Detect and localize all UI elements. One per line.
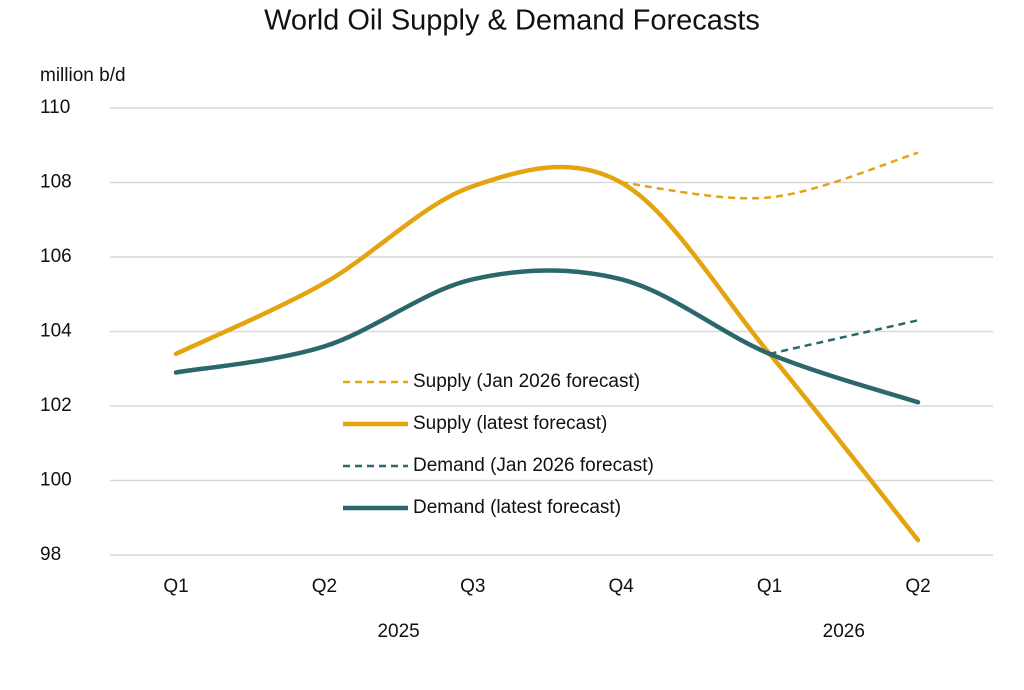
y-tick-label: 106 (40, 246, 72, 267)
legend-label: Supply (Jan 2026 forecast) (413, 371, 640, 392)
x-tick-label: Q1 (757, 576, 782, 597)
x-tick-label: Q1 (163, 576, 188, 597)
series-line (769, 319, 919, 356)
y-tick-label: 110 (40, 97, 70, 118)
series-line (173, 164, 921, 543)
y-tick-label: 108 (40, 172, 72, 193)
y-tick-label: 104 (40, 321, 72, 342)
legend: Supply (Jan 2026 forecast) Supply (latest… (343, 371, 654, 518)
chart-title: World Oil Supply & Demand Forecasts (264, 5, 760, 37)
x-tick-label: Q4 (609, 576, 635, 597)
x-group-label: 2025 (377, 621, 419, 642)
legend-label: Demand (Jan 2026 forecast) (413, 455, 654, 476)
legend-label: Demand (latest forecast) (413, 497, 621, 518)
y-tick-label: 98 (40, 544, 61, 565)
y-tick-label: 100 (40, 470, 72, 491)
y-axis-title: million b/d (40, 65, 126, 86)
x-tick-label: Q2 (905, 576, 930, 597)
legend-label: Supply (latest forecast) (413, 413, 607, 434)
y-tick-label: 102 (40, 395, 72, 416)
x-group-label: 2026 (823, 621, 865, 642)
x-tick-label: Q2 (312, 576, 337, 597)
series-line (621, 151, 919, 200)
x-tick-label: Q3 (460, 576, 485, 597)
series-line (173, 268, 921, 405)
